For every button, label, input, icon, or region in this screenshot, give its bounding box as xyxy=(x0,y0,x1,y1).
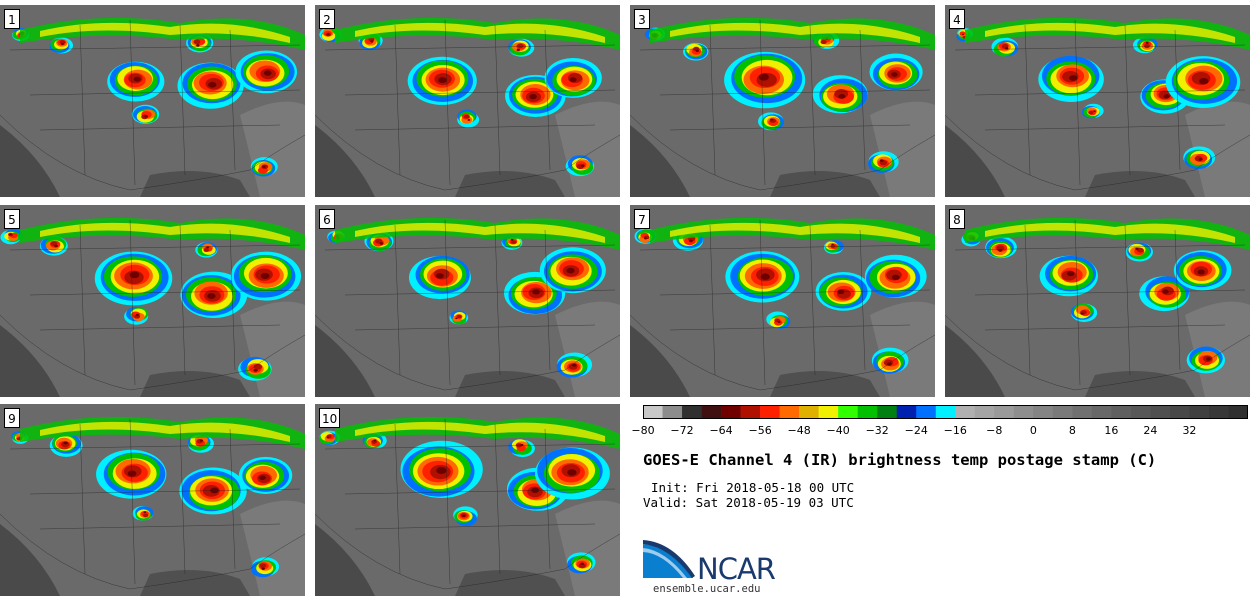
satellite-panel-9: 9 xyxy=(0,404,305,596)
ir-map xyxy=(630,5,935,197)
colorbar-tick: 24 xyxy=(1143,424,1158,437)
ir-map xyxy=(0,205,305,397)
colorbar-swatch xyxy=(1208,405,1229,419)
colorbar-swatch xyxy=(643,405,663,419)
satellite-panel-1: 1 xyxy=(0,5,305,197)
colorbar-swatch xyxy=(838,405,858,419)
panel-label: 1 xyxy=(4,9,20,29)
colorbar-swatch xyxy=(877,405,898,419)
colorbar-swatch xyxy=(857,405,878,419)
satellite-panel-6: 6 xyxy=(315,205,620,397)
colorbar-swatch xyxy=(1189,405,1210,419)
panel-label: 9 xyxy=(4,408,20,428)
ir-map xyxy=(945,205,1250,397)
panel-label: 8 xyxy=(949,209,965,229)
colorbar-swatch xyxy=(896,405,917,419)
satellite-panel-8: 8 xyxy=(945,205,1250,397)
colorbar-swatch xyxy=(721,405,741,419)
colorbar-swatch xyxy=(1091,405,1112,419)
satellite-panel-4: 4 xyxy=(945,5,1250,197)
temperature-colorbar xyxy=(643,405,1248,419)
satellite-panel-7: 7 xyxy=(630,205,935,397)
colorbar-swatch xyxy=(662,405,683,419)
ncar-logo-icon xyxy=(643,540,695,578)
satellite-panel-10: 10 xyxy=(315,404,620,596)
colorbar-tick: −80 xyxy=(631,424,655,437)
satellite-panel-3: 3 xyxy=(630,5,935,197)
ir-map xyxy=(0,404,305,596)
ir-map xyxy=(315,5,620,197)
panel-label: 7 xyxy=(634,209,650,229)
colorbar-swatch xyxy=(1052,405,1073,419)
colorbar-tick: 16 xyxy=(1104,424,1119,437)
colorbar-tick: −40 xyxy=(826,424,850,437)
colorbar-swatch xyxy=(994,405,1015,419)
panel-label: 3 xyxy=(634,9,650,29)
valid-time: Valid: Sat 2018-05-19 03 UTC xyxy=(643,495,854,510)
colorbar-tick: −64 xyxy=(709,424,733,437)
colorbar-tick: −32 xyxy=(865,424,889,437)
colorbar-swatch xyxy=(935,405,956,419)
colorbar-swatch xyxy=(1111,405,1132,419)
colorbar-swatch xyxy=(701,405,722,419)
ir-map xyxy=(945,5,1250,197)
init-time: Init: Fri 2018-05-18 00 UTC xyxy=(651,480,855,495)
colorbar-tick: −56 xyxy=(748,424,772,437)
site-url: ensemble.ucar.edu xyxy=(653,583,761,595)
colorbar-swatch xyxy=(1013,405,1034,419)
colorbar-swatch xyxy=(955,405,976,419)
satellite-panel-5: 5 xyxy=(0,205,305,397)
colorbar-swatch xyxy=(760,405,780,419)
colorbar-swatch xyxy=(779,405,800,419)
ir-map xyxy=(315,205,620,397)
colorbar-swatch xyxy=(1130,405,1151,419)
panel-label: 2 xyxy=(319,9,335,29)
ir-map xyxy=(315,404,620,596)
figure-title: GOES-E Channel 4 (IR) brightness temp po… xyxy=(643,451,1157,469)
colorbar-swatch xyxy=(974,405,995,419)
ir-map xyxy=(0,5,305,197)
colorbar-tick: −8 xyxy=(986,424,1003,437)
colorbar-tick: 32 xyxy=(1182,424,1197,437)
colorbar-swatch xyxy=(1072,405,1093,419)
colorbar-swatch xyxy=(799,405,819,419)
ir-map xyxy=(630,205,935,397)
ncar-logo-text: NCAR xyxy=(697,552,776,586)
satellite-panel-2: 2 xyxy=(315,5,620,197)
panel-label: 5 xyxy=(4,209,20,229)
colorbar-swatch xyxy=(1228,405,1248,419)
colorbar-swatch xyxy=(1169,405,1190,419)
colorbar-tick: 0 xyxy=(1029,424,1037,437)
colorbar-tick: −16 xyxy=(943,424,967,437)
panel-label: 6 xyxy=(319,209,335,229)
colorbar-swatch xyxy=(1150,405,1171,419)
colorbar-tick: −72 xyxy=(670,424,694,437)
colorbar-swatch xyxy=(818,405,839,419)
colorbar-tick: −24 xyxy=(904,424,928,437)
colorbar-swatch xyxy=(1033,405,1054,419)
panel-label: 10 xyxy=(319,408,341,428)
colorbar-swatch xyxy=(916,405,937,419)
colorbar-swatch xyxy=(682,405,702,419)
colorbar-swatch xyxy=(740,405,761,419)
colorbar-tick: 8 xyxy=(1068,424,1076,437)
colorbar-tick-labels: −80 −72 −64 −56 −48 −40 −32 −24 −16 −8 0 8 16 24 32 xyxy=(631,424,1248,438)
panel-label: 4 xyxy=(949,9,965,29)
colorbar-tick: −48 xyxy=(787,424,811,437)
